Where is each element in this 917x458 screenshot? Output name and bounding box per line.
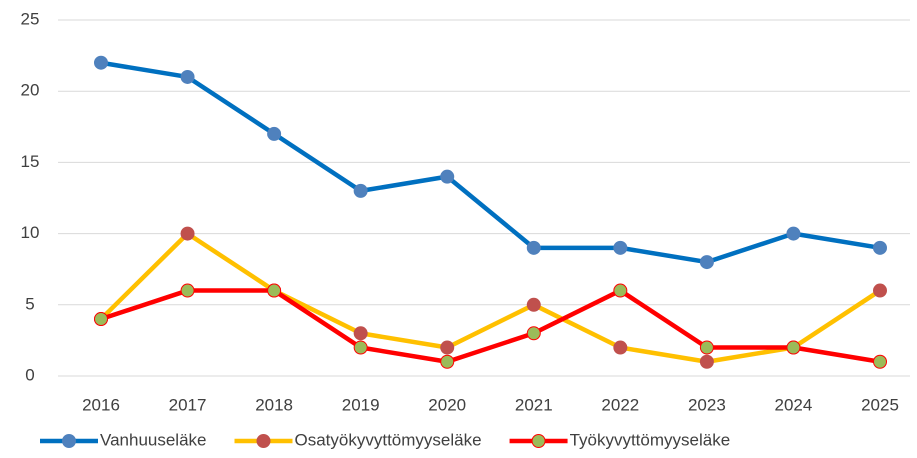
- data-point: [526, 326, 541, 341]
- data-point: [440, 169, 455, 184]
- data-point: [94, 55, 108, 70]
- series-line: [100, 60, 881, 265]
- data-point: [94, 312, 108, 327]
- legend-label: Työkyvyttömyyseläke: [570, 430, 731, 449]
- legend-item: Osatyökyvyttömyyseläke: [234, 430, 482, 449]
- legend-item: Työkyvyttömyyseläke: [509, 430, 731, 449]
- data-point: [180, 226, 195, 241]
- data-point: [180, 69, 195, 84]
- data-point: [786, 226, 801, 241]
- x-tick-label: 2025: [861, 395, 899, 414]
- series-line: [99, 231, 882, 365]
- data-point: [180, 283, 195, 298]
- data-point: [873, 240, 887, 255]
- data-point: [353, 183, 368, 198]
- x-tick-label: 2022: [601, 395, 639, 414]
- legend-marker: [62, 434, 76, 448]
- y-tick-label: 5: [25, 294, 34, 313]
- data-point: [699, 340, 714, 355]
- data-point: [613, 240, 628, 255]
- data-point: [873, 283, 887, 298]
- legend-label: Vanhuuseläke: [100, 430, 207, 449]
- legend-label: Osatyökyvyttömyyseläke: [295, 430, 482, 449]
- data-point: [613, 340, 628, 355]
- legend-item: Vanhuuseläke: [40, 430, 207, 449]
- data-point: [699, 354, 714, 369]
- y-tick-label: 15: [21, 152, 40, 171]
- x-tick-label: 2023: [688, 395, 726, 414]
- data-point: [526, 240, 541, 255]
- data-point: [873, 354, 887, 369]
- data-point: [440, 340, 455, 355]
- x-tick-label: 2018: [255, 395, 293, 414]
- x-tick-label: 2020: [428, 395, 466, 414]
- x-tick-label: 2017: [169, 395, 207, 414]
- legend-marker: [256, 434, 271, 448]
- x-tick-label: 2019: [342, 395, 380, 414]
- data-point: [526, 297, 541, 312]
- data-point: [353, 340, 368, 355]
- x-tick-label: 2021: [515, 395, 553, 414]
- y-tick-label: 0: [25, 365, 34, 384]
- x-tick-label: 2024: [775, 395, 813, 414]
- y-tick-label: 25: [21, 9, 40, 28]
- data-point: [786, 340, 801, 355]
- y-tick-label: 10: [21, 223, 40, 242]
- data-point: [440, 354, 455, 369]
- data-point: [699, 255, 714, 270]
- data-point: [613, 283, 628, 298]
- legend-marker: [531, 434, 546, 448]
- x-tick-label: 2016: [82, 395, 120, 414]
- data-point: [353, 326, 368, 341]
- data-point: [267, 283, 282, 298]
- data-point: [267, 126, 282, 141]
- y-tick-label: 20: [21, 81, 40, 100]
- series-line: [100, 288, 881, 365]
